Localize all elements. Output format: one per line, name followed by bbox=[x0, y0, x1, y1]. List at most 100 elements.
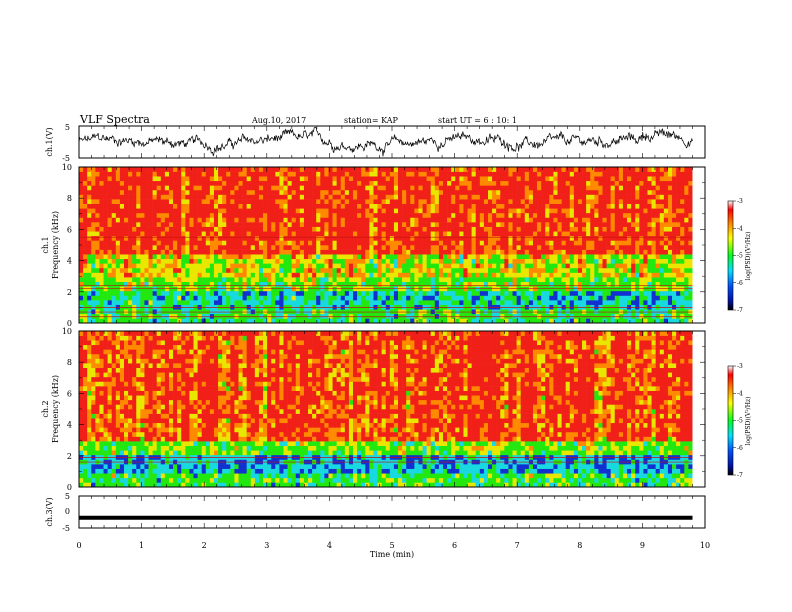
spectrogram-cell bbox=[242, 203, 247, 209]
spectrogram-cell bbox=[483, 199, 489, 205]
spectrogram-cell bbox=[254, 258, 260, 264]
spectrogram-cell bbox=[635, 226, 640, 232]
spectrogram-cell bbox=[275, 263, 280, 269]
spectrogram-cell bbox=[496, 313, 501, 319]
spectrogram-cell bbox=[156, 318, 162, 324]
spectrogram-cell bbox=[582, 318, 587, 324]
spectrogram-cell bbox=[500, 194, 505, 200]
spectrogram-cell bbox=[614, 272, 620, 278]
spectrogram-cell bbox=[643, 290, 648, 296]
spectrogram-cell bbox=[631, 263, 636, 269]
spectrogram-cell bbox=[582, 300, 587, 305]
spectrogram-cell bbox=[115, 199, 121, 205]
spectrogram-cell bbox=[242, 300, 247, 305]
spectrogram-cell bbox=[659, 300, 665, 305]
spectrogram-cell bbox=[271, 258, 276, 264]
spectrogram-cell bbox=[561, 208, 566, 214]
spectrogram-cell bbox=[532, 295, 538, 301]
spectrogram-cell bbox=[344, 208, 350, 214]
spectrogram-cell bbox=[516, 240, 522, 246]
spectrogram-cell bbox=[479, 167, 485, 172]
spectrogram-cell bbox=[336, 272, 342, 278]
spectrogram-cell bbox=[332, 180, 337, 186]
spectrogram-cell bbox=[622, 254, 628, 260]
spectrogram-cell bbox=[631, 208, 636, 214]
spectrogram-cell bbox=[365, 171, 370, 177]
spectrogram-cell bbox=[487, 254, 493, 260]
spectrogram-cell bbox=[475, 300, 481, 305]
spectrogram-cell bbox=[647, 231, 652, 237]
spectrogram-cell bbox=[393, 199, 399, 205]
spectrogram-cell bbox=[549, 171, 554, 177]
spectrogram-cell bbox=[406, 258, 411, 264]
spectrogram-cell bbox=[577, 167, 583, 172]
spectrogram-cell bbox=[123, 176, 129, 182]
spectrogram-cell bbox=[267, 217, 272, 223]
spectrogram-cell bbox=[144, 249, 149, 255]
spectrogram-cell bbox=[197, 263, 202, 269]
spectrogram-cell bbox=[213, 235, 219, 241]
spectrogram-cell bbox=[336, 167, 342, 172]
spectrogram-cell bbox=[340, 267, 346, 273]
spectrogram-cell bbox=[353, 254, 358, 260]
spectrogram-cell bbox=[422, 167, 427, 172]
spectrogram-cell bbox=[655, 217, 661, 223]
spectrogram-cell bbox=[308, 199, 313, 205]
spectrogram-cell bbox=[144, 313, 149, 319]
spectrogram-cell bbox=[426, 318, 432, 324]
spectrogram-cell bbox=[545, 258, 550, 264]
spectrogram-cell bbox=[348, 189, 354, 195]
spectrogram-cell bbox=[528, 199, 534, 205]
spectrogram-cell bbox=[230, 171, 235, 177]
spectrogram-cell bbox=[295, 290, 301, 296]
spectrogram-cell bbox=[606, 258, 611, 264]
spectrogram-cell bbox=[426, 171, 432, 177]
spectrogram-cell bbox=[209, 313, 215, 319]
spectrogram-cell bbox=[303, 208, 309, 214]
spectrogram-cell bbox=[475, 199, 481, 205]
spectrogram-cell bbox=[434, 258, 440, 264]
spectrogram-cell bbox=[541, 277, 546, 283]
spectrogram-cell bbox=[213, 295, 219, 301]
spectrogram-cell bbox=[173, 267, 178, 273]
spectrogram-cell bbox=[582, 217, 587, 223]
spectrogram-cell bbox=[647, 226, 652, 232]
spectrogram-cell bbox=[643, 231, 648, 237]
spectrogram-cell bbox=[459, 176, 464, 182]
spectrogram-cell bbox=[238, 290, 243, 296]
spectrogram-cell bbox=[651, 235, 656, 241]
spectrogram-cell bbox=[218, 203, 223, 209]
spectrogram-cell bbox=[95, 185, 100, 191]
spectrogram-cell bbox=[627, 295, 632, 301]
spectrogram-cell bbox=[557, 208, 562, 214]
spectrogram-cell bbox=[369, 267, 374, 273]
spectrogram-cell bbox=[136, 203, 141, 209]
spectrogram-cell bbox=[303, 300, 309, 305]
spectrogram-cell bbox=[226, 208, 231, 214]
spectrogram-cell bbox=[332, 272, 337, 278]
spectrogram-cell bbox=[618, 171, 624, 177]
spectrogram-cell bbox=[291, 226, 297, 232]
spectrogram-cell bbox=[545, 226, 550, 232]
spectrogram-cell bbox=[577, 222, 583, 227]
spectrogram-cell bbox=[647, 281, 652, 287]
spectrogram-cell bbox=[659, 203, 665, 209]
spectrogram-cell bbox=[295, 263, 301, 269]
spectrogram-cell bbox=[144, 231, 149, 237]
spectrogram-cell bbox=[140, 226, 145, 232]
spectrogram-cell bbox=[156, 240, 162, 246]
spectrogram-cell bbox=[573, 254, 579, 260]
spectrogram-cell bbox=[246, 199, 252, 205]
spectrogram-cell bbox=[377, 212, 382, 218]
spectrogram-cell bbox=[267, 300, 272, 305]
spectrogram-cell bbox=[316, 235, 321, 241]
spectrogram-cell bbox=[496, 258, 501, 264]
spectrogram-cell bbox=[655, 208, 661, 214]
spectrogram-cell bbox=[385, 171, 391, 177]
spectrogram-cell bbox=[443, 300, 448, 305]
spectrogram-cell bbox=[332, 318, 337, 324]
spectrogram-cell bbox=[132, 309, 137, 315]
spectrogram-cell bbox=[402, 203, 407, 209]
spectrogram-cell bbox=[332, 217, 337, 223]
spectrogram-cell bbox=[549, 277, 554, 283]
